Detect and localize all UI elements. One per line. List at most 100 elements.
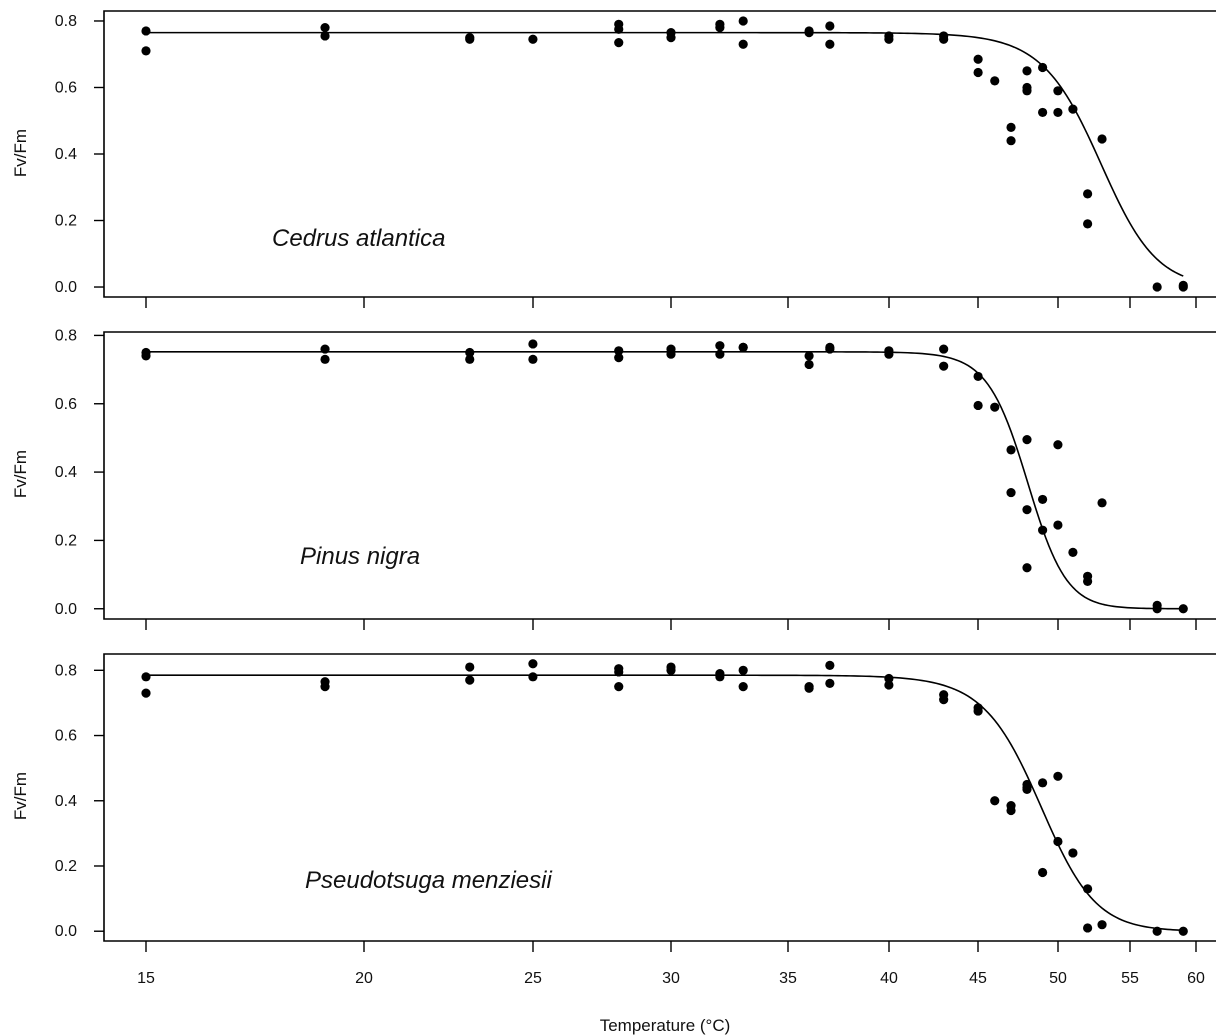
- data-point: [1038, 525, 1048, 535]
- data-point: [804, 28, 814, 38]
- data-point: [1053, 520, 1063, 530]
- data-point: [1152, 282, 1162, 292]
- data-point: [1053, 836, 1063, 847]
- x-tick-label: 30: [662, 970, 680, 987]
- data-point: [614, 353, 624, 363]
- data-point: [1053, 771, 1063, 781]
- y-tick-label: 0.0: [55, 279, 77, 296]
- data-point: [528, 339, 538, 349]
- y-tick-label: 0.0: [55, 601, 77, 618]
- data-point: [715, 672, 725, 682]
- y-tick-label: 0.4: [55, 793, 77, 810]
- x-tick-label: 45: [969, 970, 987, 987]
- y-tick-label: 0.4: [55, 464, 77, 481]
- panel-pseudotsuga-menziesii: Pseudotsuga menziesii Fv/Fm 0.0 0.2 0.4 0.6…: [11, 653, 1216, 987]
- data-point: [973, 400, 983, 411]
- data-point: [666, 33, 676, 43]
- data-point: [825, 39, 835, 49]
- y-axis-title: Fv/Fm: [11, 772, 30, 820]
- data-point: [990, 76, 1000, 86]
- data-point: [465, 34, 475, 44]
- species-label-pinus-nigra: Pinus nigra: [300, 543, 420, 570]
- data-point: [1022, 505, 1032, 515]
- y-tick-label: 0.2: [55, 532, 77, 549]
- data-point: [1178, 282, 1188, 292]
- data-point: [320, 23, 330, 33]
- data-point: [1022, 66, 1032, 76]
- data-point: [1068, 848, 1078, 858]
- x-tick-label: 60: [1187, 970, 1205, 987]
- data-point: [1068, 104, 1078, 114]
- plot-frame: [103, 653, 1216, 942]
- data-point: [666, 665, 676, 675]
- data-point: [884, 349, 894, 359]
- y-tick-label: 0.6: [55, 79, 77, 96]
- data-point: [990, 402, 1000, 412]
- data-point: [465, 354, 475, 364]
- data-point: [738, 665, 748, 675]
- y-axis-title: Fv/Fm: [11, 450, 30, 498]
- data-point: [715, 341, 725, 351]
- data-point: [738, 39, 748, 49]
- x-tick-label: 25: [524, 970, 542, 987]
- data-point: [973, 706, 983, 716]
- data-point: [1022, 435, 1032, 445]
- data-point: [939, 344, 949, 354]
- plot-frame: [103, 10, 1216, 298]
- data-point: [465, 347, 475, 358]
- data-point: [1097, 498, 1107, 508]
- data-point: [1083, 576, 1093, 587]
- x-tick-label: 35: [779, 970, 797, 987]
- data-point: [1097, 920, 1107, 930]
- data-point: [320, 344, 330, 354]
- x-axis-title: Temperature (°C): [600, 1016, 731, 1035]
- data-point: [320, 31, 330, 41]
- data-point: [1006, 136, 1016, 146]
- data-point: [465, 675, 475, 685]
- data-point: [1022, 784, 1032, 794]
- data-point: [1006, 487, 1016, 498]
- data-point: [804, 359, 814, 370]
- data-point: [1038, 778, 1048, 788]
- data-point: [1083, 219, 1093, 229]
- data-point: [1083, 884, 1093, 894]
- data-point: [141, 688, 151, 698]
- data-point: [990, 796, 1000, 806]
- data-point: [1053, 440, 1063, 450]
- data-point: [1006, 122, 1016, 132]
- data-point: [1038, 107, 1048, 118]
- data-point: [825, 660, 835, 671]
- data-point: [1178, 604, 1188, 614]
- data-point: [804, 683, 814, 693]
- data-point: [738, 342, 748, 352]
- y-tick-label: 0.6: [55, 396, 77, 413]
- x-tick-label: 40: [880, 970, 898, 987]
- y-tick-label: 0.4: [55, 146, 77, 163]
- data-point: [939, 695, 949, 705]
- data-point: [1097, 134, 1107, 144]
- data-point: [973, 54, 983, 64]
- data-point: [1022, 86, 1032, 96]
- data-point: [825, 21, 835, 31]
- data-point: [1083, 189, 1093, 199]
- data-point: [804, 351, 814, 361]
- data-point: [1068, 547, 1078, 557]
- fitted-curve: [146, 31, 1184, 277]
- data-point: [939, 34, 949, 44]
- data-point: [1006, 445, 1016, 455]
- data-point: [825, 678, 835, 688]
- data-point: [614, 682, 624, 692]
- plot-frame: [103, 331, 1216, 620]
- y-axis-title: Fv/Fm: [11, 129, 30, 177]
- y-tick-label: 0.8: [55, 327, 77, 344]
- y-tick-label: 0.2: [55, 213, 77, 230]
- y-tick-label: 0.2: [55, 858, 77, 875]
- data-point: [1038, 62, 1048, 73]
- data-point: [465, 662, 475, 672]
- data-point: [884, 680, 894, 690]
- y-tick-label: 0.0: [55, 923, 77, 940]
- data-point: [738, 682, 748, 692]
- data-point: [528, 34, 538, 44]
- data-point: [614, 346, 624, 356]
- panel-pinus-nigra: Pinus nigra Fv/Fm 0.0 0.2 0.4 0.6 0.8: [11, 327, 1216, 630]
